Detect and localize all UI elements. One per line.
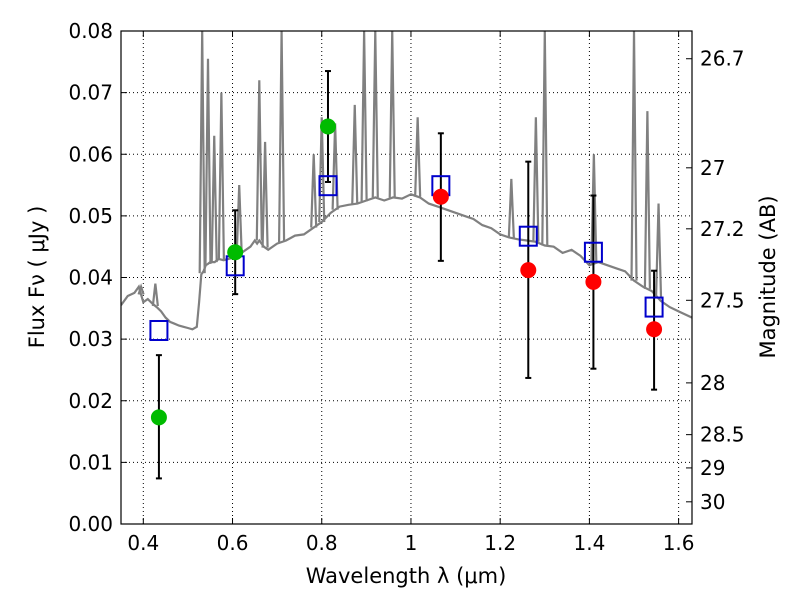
measured-point [432,188,449,205]
emission-line [277,31,286,243]
emission-line [590,154,598,264]
detection-point [227,244,244,261]
right-tick-label: 30 [700,490,725,514]
measured-point [520,262,537,279]
emission-line [137,283,145,295]
right-tick-label: 26.7 [700,47,745,71]
emission-line [360,31,368,202]
x-axis-ticks: 0.4 0.6 0.8 1 1.2 1.4 1.6 [127,31,695,555]
x-tick-label: 1 [405,531,418,555]
y-tick-label: 0.07 [68,81,113,105]
emission-line [414,117,422,197]
plot-area [121,31,692,480]
right-tick-label: 27 [700,156,725,180]
y-axis-ticks: 0.00 0.01 0.02 0.03 0.04 0.05 0.06 0.07 0.08 [68,19,127,536]
model-flux-square [644,296,664,318]
right-tick-label: 27.5 [700,288,745,312]
x-tick-label: 1.4 [573,531,605,555]
model-flux-square [149,319,169,341]
x-axis-title: Wavelength λ (μm) [306,564,507,588]
model-flux-square [318,175,338,197]
measured-point [646,321,663,338]
emission-line [217,92,225,260]
y-tick-label: 0.08 [68,19,113,43]
right-tick-label: 27.2 [700,217,745,241]
x-tick-label: 1.2 [484,531,516,555]
y-tick-label: 0.05 [68,204,113,228]
emission-line [630,31,638,281]
y-tick-label: 0.02 [68,389,113,413]
emission-line [643,111,651,289]
emission-line [235,185,243,255]
emission-line [255,80,263,241]
emission-line [151,283,159,307]
emission-line [388,31,396,198]
right-tick-label: 28 [700,371,725,395]
emission-line [541,31,549,246]
emission-line [351,104,359,204]
detection-point [150,409,167,426]
y-axis-title: Flux Fν ( μJy ) [25,206,49,349]
x-tick-label: 0.4 [127,531,159,555]
right-axis-ticks: 26.7 27 27.2 27.5 28 28.5 29 30 [686,47,745,514]
measured-point [585,273,602,290]
y-tick-label: 0.01 [68,450,113,474]
emission-line [310,154,318,228]
emission-line [371,31,379,198]
model-flux-square [583,241,603,263]
y-tick-label: 0.04 [68,266,113,290]
model-flux-square [518,225,538,247]
emission-line [198,31,206,274]
emission-line [532,117,540,242]
emission-line [331,123,339,210]
x-tick-label: 0.6 [217,531,249,555]
x-tick-label: 1.6 [663,531,695,555]
y-tick-label: 0.06 [68,142,113,166]
y-tick-label: 0.03 [68,327,113,351]
detection-point [319,118,336,135]
emission-line [654,203,663,299]
right-tick-label: 28.5 [700,423,745,447]
emission-line [261,141,269,248]
right-tick-label: 29 [700,456,725,480]
template-spectrum-line [121,193,692,331]
emission-line [210,135,218,263]
right-axis-title: Magnitude (AB) [756,195,780,358]
emission-line [507,178,515,238]
emission-line [204,58,212,264]
x-tick-label: 0.8 [306,531,338,555]
y-tick-label: 0.00 [68,512,113,536]
